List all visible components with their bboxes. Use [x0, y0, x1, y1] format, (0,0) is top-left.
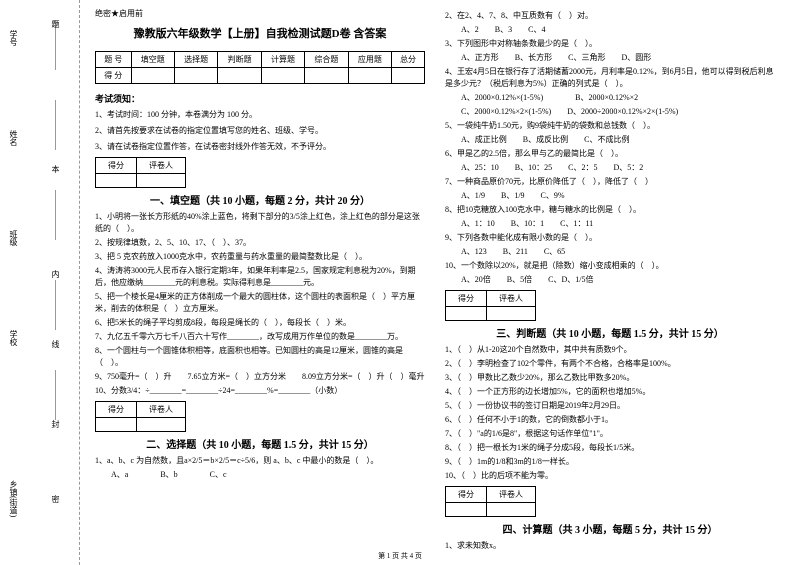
sh-5: 综合题 — [305, 52, 348, 68]
score-header-row: 题 号 填空题 选择题 判断题 计算题 综合题 应用题 总分 — [96, 52, 425, 68]
sec2-title: 二、选择题（共 10 小题，每题 1.5 分，共计 15 分） — [95, 436, 425, 451]
notice-1: 1、考试时间：100 分钟，本卷满分为 100 分。 — [95, 109, 425, 121]
s2r16: A、123 B、211 C、65 — [445, 246, 775, 258]
cutmark: 题 — [50, 20, 61, 28]
s1q1: 1、小明将一张长方形纸的40%涂上蓝色，将剩下部分的3/5涂上红色，涂上红色的部… — [95, 211, 425, 235]
sh-0: 题 号 — [96, 52, 132, 68]
sidebar-label-school: 学校 — [8, 330, 19, 346]
notice-3: 3、请在试卷指定位置作答，在试卷密封线外作答无效，不予评分。 — [95, 141, 425, 153]
secret-label: 绝密★启用前 — [95, 8, 425, 19]
ml-0: 得分 — [96, 158, 137, 174]
s3q9: 9、（ ）1m的1/8和3m的1/8一样长。 — [445, 456, 775, 468]
s3q8: 8、（ ）把一根长为1米的绳子分成5段，每段长1/5米。 — [445, 442, 775, 454]
s2r12: A、1/9 B、1/9 C、9% — [445, 190, 775, 202]
s1q5: 5、把一个棱长是4厘米的正方体削成一个最大的圆柱体，这个圆柱的表面积是（ ）平方… — [95, 291, 425, 315]
sidebar-line — [55, 190, 56, 240]
sv-label: 得 分 — [96, 68, 132, 84]
score-value-row: 得 分 — [96, 68, 425, 84]
ml2-0: 得分 — [96, 402, 137, 418]
s2r7: 5、一袋纯牛奶1.50元，购9袋纯牛奶的袋数和总钱数（ ）。 — [445, 120, 775, 132]
s3q1: 1、（ ）从1-20这20个自然数中，其中共有质数9个。 — [445, 344, 775, 356]
score-table: 题 号 填空题 选择题 判断题 计算题 综合题 应用题 总分 得 分 — [95, 51, 425, 84]
sh-2: 选择题 — [174, 52, 217, 68]
sh-4: 计算题 — [261, 52, 304, 68]
sh-1: 填空题 — [131, 52, 174, 68]
notice-2: 2、请首先按要求在试卷的指定位置填写您的姓名、班级、学号。 — [95, 125, 425, 137]
ml4-0: 得分 — [446, 487, 487, 503]
s2r4: 4、王宏4月5日在银行存了活期储蓄2000元，月利率是0.12%，到6月5日，他… — [445, 66, 775, 90]
cutmark: 本 — [50, 165, 61, 173]
s2r0: 2、在2、4、7、8、中互质数有（ ）对。 — [445, 10, 775, 22]
sidebar-line — [55, 100, 56, 150]
s3q2: 2、（ ）李明检查了102个零件，有两个不合格，合格率是100%。 — [445, 358, 775, 370]
mark-table-2: 得分评卷人 — [95, 401, 186, 432]
sh-3: 判断题 — [218, 52, 261, 68]
s3q6: 6、（ ）任何不小于1的数，它的倒数都小于1。 — [445, 414, 775, 426]
s2r1: A、2 B、3 C、4 — [445, 24, 775, 36]
s1q9: 9、750毫升=（ ）升 7.65立方米=（ ）立方分米 8.09立方分米=（ … — [95, 371, 425, 383]
s2q1: 1、a、b、c 为自然数，且a×2/5＝b×2/5＝c÷5/6，则 a、b、c … — [95, 455, 425, 467]
ml-1: 评卷人 — [137, 158, 186, 174]
s2r13: 8、把10克糖放入100克水中，糖与糖水的比例是（ ）。 — [445, 204, 775, 216]
s1q4: 4、涛涛将3000元人民币存入银行定期3年，如果年利率是2.5，国家规定利息税为… — [95, 265, 425, 289]
s3q5: 5、（ ）一份协议书的签订日期是2019年2月29日。 — [445, 400, 775, 412]
s2r6: C、2000×0.12%×2×(1-5%) D、2000÷2000×0.12%×… — [445, 106, 775, 118]
sec1-title: 一、填空题（共 10 小题，每题 2 分，共计 20 分） — [95, 192, 425, 207]
s2r11: 7、一种商品原价70元，比原价降低了（ ），降低了（ ） — [445, 176, 775, 188]
s2q1o: A、a B、b C、c — [95, 469, 425, 481]
binding-sidebar: 学号 姓名 班级 学校 乡镇(街道) 题 本 内 线 封 密 — [0, 0, 80, 565]
notice-heading: 考试须知： — [95, 92, 425, 105]
ml2-1: 评卷人 — [137, 402, 186, 418]
mark-table-4: 得分评卷人 — [445, 486, 536, 517]
s2r17: 10、一个数除以20%，就是把（除数）缩小变成相乘的（ ）。 — [445, 260, 775, 272]
sidebar-label-class: 班级 — [8, 230, 19, 246]
right-column: 2、在2、4、7、8、中互质数有（ ）对。 A、2 B、3 C、4 3、下列图形… — [435, 0, 785, 540]
sidebar-line — [55, 370, 56, 420]
s3q4: 4、（ ）一个正方形的边长增加5%，它的面积也增加5%。 — [445, 386, 775, 398]
sh-6: 应用题 — [348, 52, 391, 68]
sidebar-line — [55, 280, 56, 330]
sec4-title: 四、计算题（共 3 小题，每题 5 分，共计 15 分） — [445, 521, 775, 536]
ml3-0: 得分 — [446, 291, 487, 307]
s1q3: 3、把 5 克农药放入1000克水中，农药重量与药水重量的最简整数比是（ ）。 — [95, 251, 425, 263]
cutmark: 密 — [50, 495, 61, 503]
s2r15: 9、下列各数中能化成有限小数的是（ ）。 — [445, 232, 775, 244]
s1q2: 2、按规律填数，2、5、10、17、（ ）、37。 — [95, 237, 425, 249]
sidebar-label-id: 学号 — [8, 30, 19, 46]
s2r2: 3、下列图形中对称轴条数最少的是（ ）。 — [445, 38, 775, 50]
s2r10: A、25：10 B、10：25 C、2：5 D、5：2 — [445, 162, 775, 174]
ml4-1: 评卷人 — [487, 487, 536, 503]
s1q8: 8、一个圆柱与一个圆锥体积相等，底面积也相等。已知圆柱的高是12厘米，圆锥的高是… — [95, 345, 425, 369]
cutmark: 封 — [50, 420, 61, 428]
sec3-title: 三、判断题（共 10 小题，每题 1.5 分，共计 15 分） — [445, 325, 775, 340]
s2r5: A、2000×0.12%×(1-5%) B、2000×0.12%×2 — [445, 92, 775, 104]
s2r9: 6、甲是乙的2.5倍，那么甲与乙的最简比是（ ）。 — [445, 148, 775, 160]
cutmark: 线 — [50, 340, 61, 348]
s1q10: 10、分数3/4：÷________=________÷24=________%… — [95, 385, 425, 397]
s2r3: A、正方形 B、长方形 C、三角形 D、圆形 — [445, 52, 775, 64]
s3q7: 7、（ ）"a的1/6是8"，根据这句话作单位"1"。 — [445, 428, 775, 440]
sh-7: 总分 — [392, 52, 425, 68]
mark-table-3: 得分评卷人 — [445, 290, 536, 321]
sidebar-label-name: 姓名 — [8, 130, 19, 146]
exam-title: 豫教版六年级数学【上册】自我检测试题D卷 含答案 — [95, 25, 425, 41]
s1q7: 7、九亿五千零六万七千八百六十写作________，改写成用万作单位的数是___… — [95, 331, 425, 343]
s2r18: A、20倍 B、5倍 C、D、1/5倍 — [445, 274, 775, 286]
s3q3: 3、（ ）甲数比乙数少20%，那么乙数比甲数多20%。 — [445, 372, 775, 384]
cutmark: 内 — [50, 270, 61, 278]
ml3-1: 评卷人 — [487, 291, 536, 307]
mark-table-1: 得分评卷人 — [95, 157, 186, 188]
s2r14: A、1：10 B、10：1 C、1：11 — [445, 218, 775, 230]
page-footer: 第 1 页 共 4 页 — [0, 551, 800, 561]
left-column: 绝密★启用前 豫教版六年级数学【上册】自我检测试题D卷 含答案 题 号 填空题 … — [85, 0, 435, 540]
s3q10: 10、（ ）比的后项不能为零。 — [445, 470, 775, 482]
sidebar-label-town: 乡镇(街道) — [8, 480, 19, 517]
s1q6: 6、把5米长的绳子平均剪成8段，每段是绳长的（ ），每段长（ ）米。 — [95, 317, 425, 329]
s2r8: A、成正比例 B、成反比例 C、不成比例 — [445, 134, 775, 146]
main-content: 绝密★启用前 豫教版六年级数学【上册】自我检测试题D卷 含答案 题 号 填空题 … — [85, 0, 795, 540]
